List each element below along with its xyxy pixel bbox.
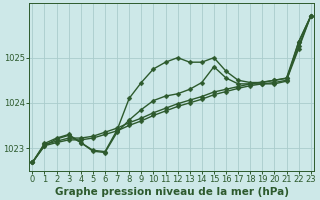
X-axis label: Graphe pression niveau de la mer (hPa): Graphe pression niveau de la mer (hPa) <box>55 187 289 197</box>
